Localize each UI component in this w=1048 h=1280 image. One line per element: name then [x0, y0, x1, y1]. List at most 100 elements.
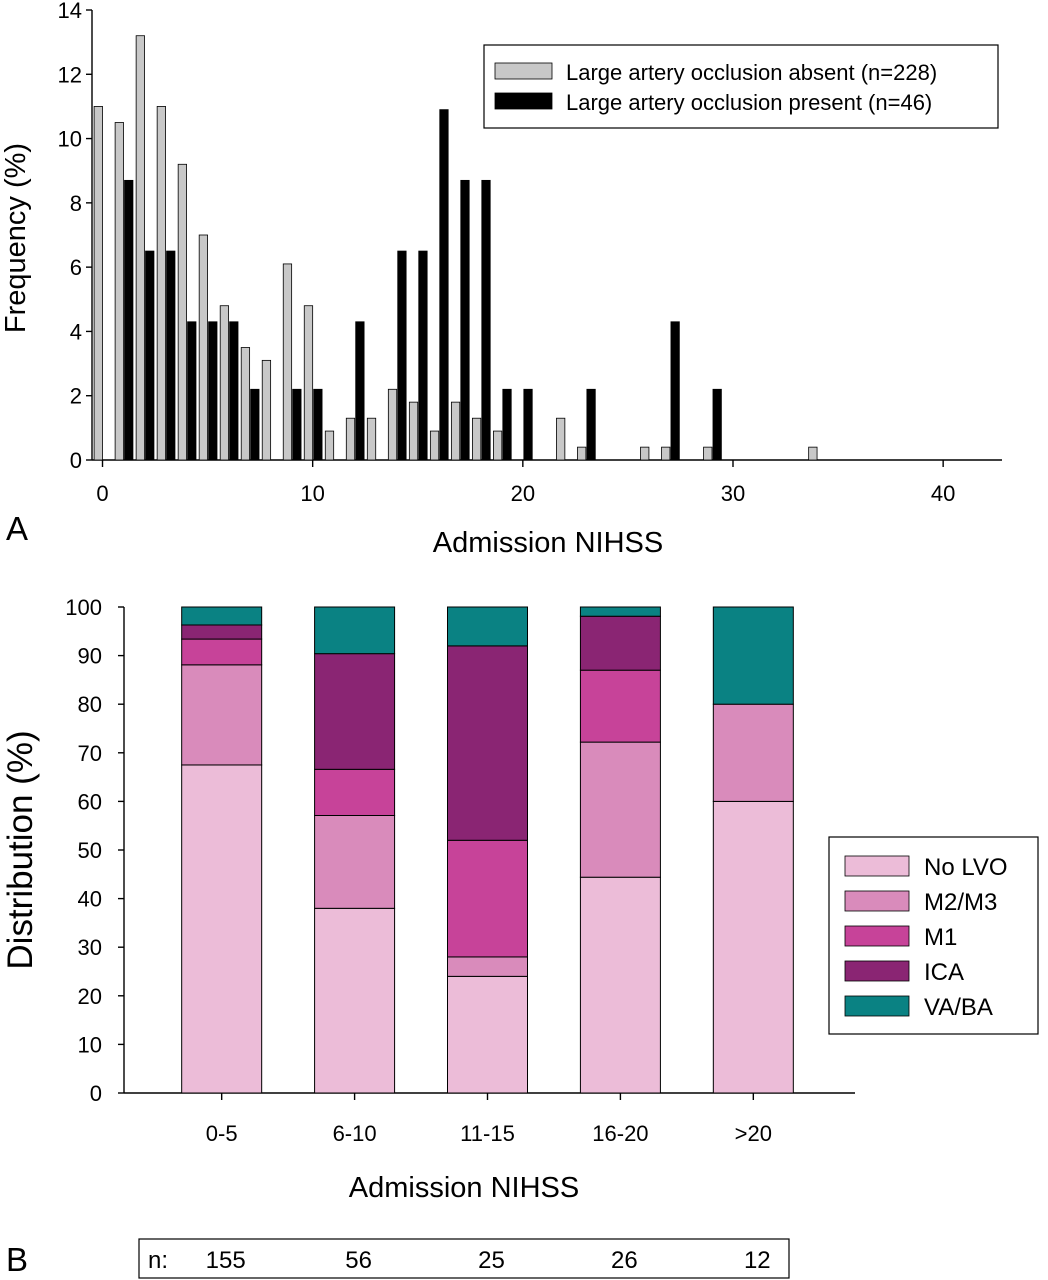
panel-a-x-tick-label: 40 [931, 481, 955, 506]
stacked-segment-m2-m3 [181, 664, 263, 766]
panel-b-y-tick-label: 30 [78, 935, 102, 960]
legend-swatch-lao-present [494, 92, 553, 110]
n-row-label: n: [148, 1247, 168, 1274]
stacked-segment-m2-m3 [447, 956, 528, 977]
panel-a-legend: Large artery occlusion absent (n=228) Lar… [483, 44, 999, 129]
stacked-segment-no-lvo [579, 876, 661, 1094]
bar-lao-absent [408, 401, 419, 461]
panel-a-x-tick-label: 20 [511, 481, 535, 506]
legend-label-lao-present: Large artery occlusion present (n=46) [566, 90, 932, 115]
panel-b-x-axis-label: Admission NIHSS [349, 1172, 579, 1204]
panel-b-x-tick-label: 11-15 [460, 1121, 515, 1146]
stacked-segment-m2-m3 [314, 814, 396, 909]
bar-lao-absent [219, 305, 230, 461]
legend-label-no-lvo: No LVO [924, 854, 1008, 881]
stacked-segment-va-ba [712, 606, 794, 705]
panel-b-y-tick-label: 80 [78, 692, 102, 717]
panel-b-x-tick-label: >20 [735, 1121, 772, 1146]
stacked-segment-ica [314, 653, 396, 770]
bar-lao-absent [556, 417, 566, 461]
panel-b-legend: No LVO M2/M3 M1 ICA VA/BA [828, 836, 1039, 1035]
bar-lao-present [586, 388, 596, 461]
panel-a-x-tick-label: 30 [721, 481, 745, 506]
stacked-segment-m2-m3 [712, 703, 794, 802]
n-row-box [138, 1238, 790, 1279]
bar-lao-absent [324, 430, 335, 461]
bar-lao-present [187, 321, 197, 461]
bar-lao-absent [450, 401, 461, 461]
bar-lao-absent [135, 35, 145, 461]
bar-lao-present [439, 109, 449, 461]
stacked-segment-m1 [447, 839, 528, 958]
bar-lao-present [250, 388, 260, 461]
panel-a-y-tick-label: 4 [70, 319, 82, 344]
legend-label-va-ba: VA/BA [924, 994, 993, 1021]
bar-lao-present [124, 179, 134, 461]
bar-lao-present [397, 250, 407, 461]
bar-lao-present [145, 250, 155, 461]
legend-label-m2-m3: M2/M3 [924, 889, 997, 916]
bar-lao-present [418, 250, 428, 461]
bar-lao-absent [93, 106, 103, 461]
n-row-value: 155 [206, 1247, 246, 1274]
n-row: n: 155 56 25 26 12 [138, 1238, 790, 1279]
panel-b-y-tick-label: 40 [78, 887, 102, 912]
stacked-segment-m1 [314, 768, 396, 816]
panel-a-y-tick-label: 10 [58, 127, 82, 152]
panel-a-y-tick-label: 6 [70, 255, 82, 280]
panel-b-x-tick-label: 16-20 [592, 1121, 648, 1146]
stacked-segment-no-lvo [181, 764, 263, 1094]
bar-lao-absent [471, 417, 482, 461]
panel-b-x-tick-label: 6-10 [333, 1121, 377, 1146]
panel-b-bars [181, 606, 794, 1094]
panel-b-x-tick-label: 0-5 [206, 1121, 238, 1146]
legend-label-lao-absent: Large artery occlusion absent (n=228) [566, 60, 937, 85]
panel-b-y-tick-label: 60 [78, 789, 102, 814]
panel-b-y-tick-label: 70 [78, 741, 102, 766]
bar-lao-absent [177, 163, 187, 461]
bar-lao-absent [661, 446, 671, 461]
bar-lao-absent [808, 446, 818, 461]
panel-a-y-axis-label: Frequency (%) [0, 143, 32, 333]
bar-lao-present [166, 250, 176, 461]
panel-a-x-axis-label: Admission NIHSS [433, 527, 663, 559]
panel-b-y-tick-label: 20 [78, 984, 102, 1009]
bar-lao-absent [493, 430, 503, 461]
panel-a-x-tick-label: 10 [300, 481, 324, 506]
bar-lao-absent [640, 446, 650, 461]
stacked-segment-m2-m3 [579, 741, 661, 878]
panel-a-label: A [6, 510, 28, 547]
bar-lao-absent [366, 417, 377, 461]
stacked-segment-no-lvo [314, 907, 396, 1094]
panel-b-y-tick-label: 0 [90, 1081, 102, 1106]
bar-lao-present [208, 321, 218, 461]
panel-a-y-tick-label: 0 [70, 448, 82, 473]
stacked-segment-va-ba [314, 606, 396, 655]
n-row-value: 25 [478, 1247, 505, 1274]
panel-a-y-tick-label: 14 [58, 0, 82, 23]
stacked-segment-va-ba [447, 606, 528, 647]
bar-lao-present [229, 321, 239, 461]
bar-lao-present [313, 388, 323, 461]
bar-lao-present [355, 321, 365, 461]
bar-lao-absent [114, 122, 124, 461]
legend-swatch-no-lvo [844, 855, 910, 877]
panel-a-x-tick-label: 0 [96, 481, 108, 506]
legend-label-ica: ICA [924, 959, 964, 986]
bar-lao-present [712, 388, 722, 461]
panel-a-y-tick-label: 2 [70, 384, 82, 409]
bar-lao-absent [261, 359, 272, 461]
panel-b-label: B [6, 1241, 28, 1278]
bar-lao-absent [240, 347, 251, 461]
bar-lao-absent [198, 234, 208, 461]
panel-a-y-tick-label: 8 [70, 191, 82, 216]
n-row-value: 56 [345, 1247, 372, 1274]
bar-lao-present [523, 388, 533, 461]
panel-b-y-tick-label: 90 [78, 644, 102, 669]
bar-lao-present [481, 179, 491, 461]
bar-lao-absent [387, 388, 398, 461]
legend-swatch-ica [844, 960, 910, 982]
bar-lao-absent [156, 106, 166, 461]
n-row-value: 26 [611, 1247, 638, 1274]
